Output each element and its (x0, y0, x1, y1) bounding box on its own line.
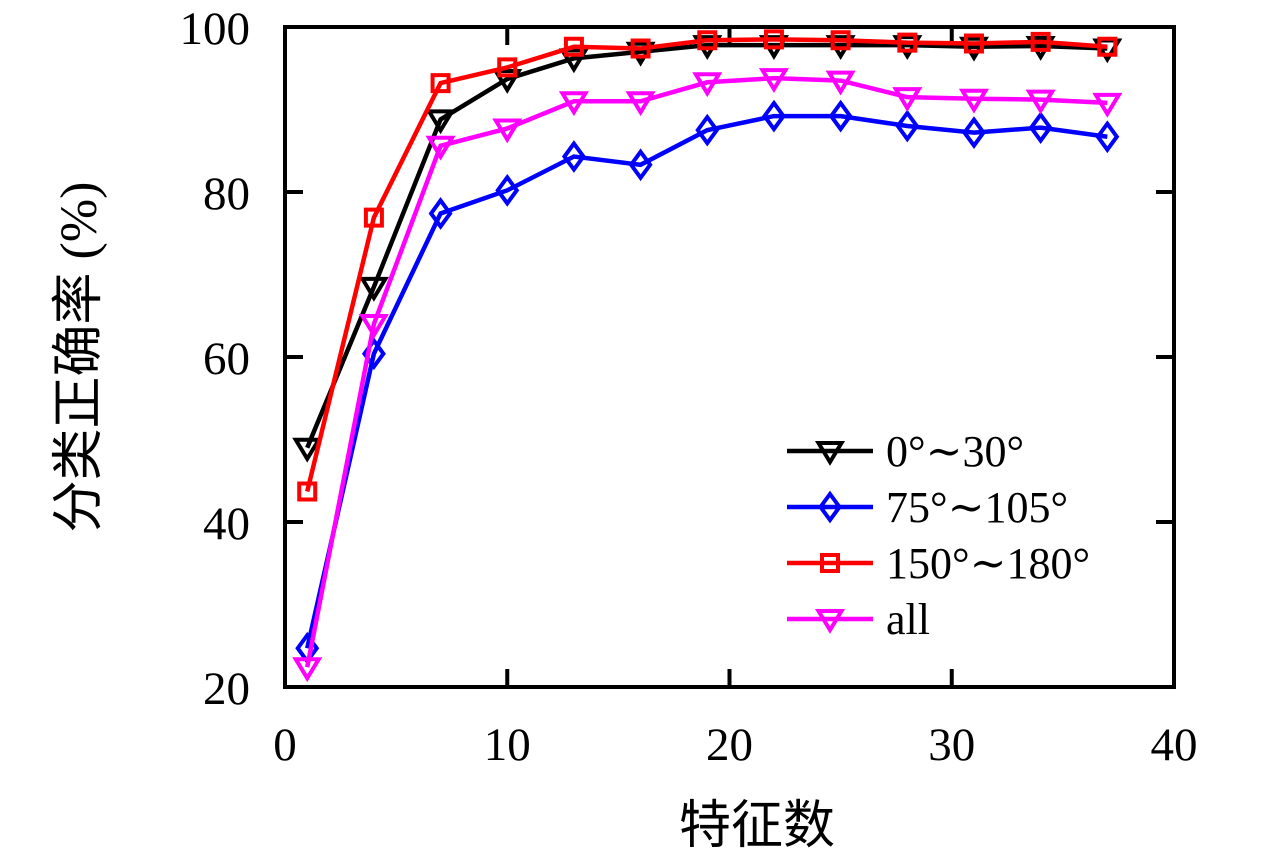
triangle-down-marker-icon (358, 314, 389, 339)
legend-entry-2: 150°∼180° (787, 539, 1090, 588)
square-marker-icon (963, 33, 984, 54)
diamond-marker-icon (561, 140, 586, 173)
square-marker-icon (820, 553, 840, 573)
diamond-marker-icon (1095, 120, 1120, 154)
diamond-marker-icon (695, 113, 720, 147)
triangle-down-marker-icon (425, 135, 456, 161)
triangle-down-marker-icon (492, 68, 523, 94)
diamond-marker-icon (628, 148, 653, 182)
triangle-down-marker-icon (358, 276, 389, 302)
series-1 (295, 99, 1120, 665)
square-marker-icon (363, 207, 384, 228)
square-marker-icon (763, 29, 784, 50)
square-marker-icon (630, 38, 651, 59)
series-3 (292, 68, 1123, 683)
triangle-down-marker-icon (425, 109, 456, 135)
series-line (305, 113, 1108, 649)
legend-label: 75°∼105° (886, 483, 1068, 532)
x-tick-label: 0 (273, 719, 297, 771)
series-line (305, 37, 1108, 493)
y-tick-label: 40 (203, 498, 250, 550)
y-tick-label: 60 (203, 333, 250, 385)
diamond-marker-icon (1028, 111, 1053, 145)
legend-label: 150°∼180° (886, 539, 1090, 588)
triangle-down-marker-icon (292, 657, 323, 683)
triangle-down-marker-icon (892, 35, 923, 61)
diamond-marker-icon (828, 99, 853, 133)
y-tick-label: 100 (180, 3, 251, 55)
square-marker-icon (830, 30, 851, 51)
y-axis-title: 分类正确率 (%) (51, 182, 108, 533)
diamond-marker-icon (895, 109, 920, 143)
square-marker-icon (1097, 36, 1118, 57)
legend-entry-0: 0°∼30° (787, 427, 1024, 476)
axes: 0 10 20 30 40 20 40 60 80 100 (180, 3, 1198, 771)
legend-label: 0°∼30° (886, 427, 1024, 476)
triangle-down-marker-icon (825, 70, 856, 96)
triangle-down-marker-icon (292, 437, 323, 463)
diamond-marker-icon (818, 490, 842, 524)
triangle-down-marker-icon (814, 441, 846, 466)
triangle-down-marker-icon (1025, 35, 1056, 61)
legend-entry-1: 75°∼105° (787, 483, 1068, 532)
series-group (292, 29, 1123, 683)
triangle-down-marker-icon (958, 36, 990, 62)
diamond-marker-icon (428, 197, 453, 230)
x-tick-label: 10 (484, 719, 531, 771)
legend: 0°∼30° 75°∼105° 150°∼180° all (787, 427, 1090, 644)
legend-entry-3: all (787, 595, 930, 644)
diamond-marker-icon (961, 116, 986, 149)
square-marker-icon (897, 32, 918, 53)
x-tick-label: 30 (928, 719, 975, 771)
y-tick-label: 80 (203, 168, 250, 220)
series-2 (297, 29, 1118, 502)
triangle-down-marker-icon (758, 68, 789, 94)
square-marker-icon (497, 57, 518, 78)
square-marker-icon (697, 30, 718, 51)
triangle-down-marker-icon (692, 72, 723, 98)
series-line (305, 42, 1108, 449)
series-line (305, 75, 1108, 668)
triangle-down-marker-icon (492, 118, 523, 144)
diamond-marker-icon (761, 99, 786, 133)
triangle-down-marker-icon (892, 87, 923, 112)
square-marker-icon (430, 73, 451, 94)
diamond-marker-icon (495, 173, 520, 207)
x-tick-label: 20 (706, 719, 753, 771)
legend-label: all (886, 595, 930, 644)
triangle-down-marker-icon (558, 91, 589, 117)
square-marker-icon (297, 481, 318, 502)
triangle-down-marker-icon (958, 88, 990, 114)
square-marker-icon (563, 36, 584, 57)
x-tick-label: 40 (1151, 719, 1198, 771)
triangle-down-marker-icon (814, 609, 846, 634)
x-axis-title: 特征数 (679, 798, 835, 855)
triangle-down-marker-icon (625, 91, 656, 117)
triangle-down-marker-icon (558, 48, 589, 74)
square-marker-icon (1030, 31, 1051, 52)
triangle-down-marker-icon (1092, 92, 1123, 118)
y-tick-label: 20 (203, 663, 250, 715)
triangle-down-marker-icon (1025, 89, 1056, 115)
triangle-down-marker-icon (625, 41, 656, 67)
